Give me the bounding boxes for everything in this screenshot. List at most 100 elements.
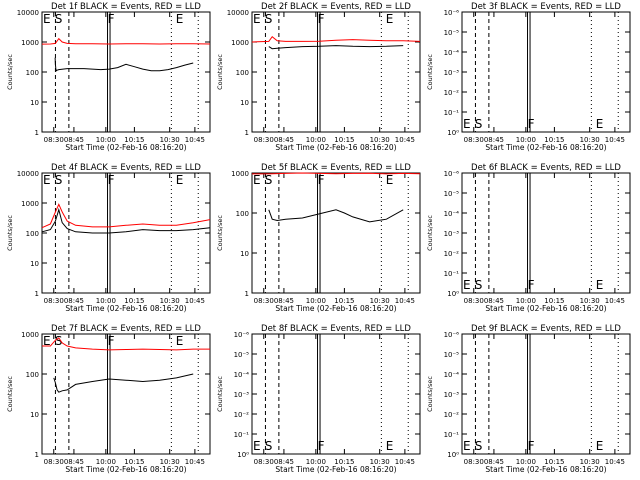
series-lld [251, 35, 421, 43]
series-events [54, 57, 194, 72]
phase-marker: E [253, 173, 261, 187]
y-tick-label: 10 [240, 250, 249, 258]
x-tick-label: 08:45 [64, 458, 84, 466]
plot-frame [41, 333, 211, 455]
y-tick-label: 10⁻⁴ [234, 371, 250, 379]
phase-marker: S [265, 439, 273, 453]
y-tick-label: 10 [30, 411, 39, 419]
series-lld [42, 337, 210, 351]
x-tick-label: 10:15 [334, 297, 354, 305]
phase-marker: E [596, 117, 604, 131]
phase-marker: E [386, 439, 394, 453]
y-tick-label: 10⁻⁶ [444, 9, 460, 17]
phase-marker: S [55, 334, 63, 348]
y-tick-label: 1 [245, 129, 249, 137]
y-tick-label: 10⁻⁴ [444, 210, 460, 218]
phase-marker: F [318, 439, 325, 453]
y-tick-label: 10⁻⁵ [444, 190, 460, 198]
x-tick-label: 10:45 [185, 458, 205, 466]
x-axis-label: Start Time (02-Feb-16 08:16:20) [65, 465, 186, 474]
x-tick-label: 08:45 [484, 458, 504, 466]
y-tick-label: 10000 [227, 9, 249, 17]
x-tick-label: 10:15 [544, 297, 564, 305]
chart-det-3: Det 3f BLACK = Events, RED = LLD 10⁰ 10⁻¹ 1… [426, 2, 631, 152]
x-tick-label: 08:30 [44, 458, 64, 466]
x-tick-label: 08:45 [64, 136, 84, 144]
y-tick-label: 10⁰ [447, 129, 459, 137]
x-tick-label: 08:45 [484, 297, 504, 305]
chart-det-2: Det 2f BLACK = Events, RED = LLD 1 10 100 10… [216, 2, 421, 152]
y-tick-label: 10⁻⁵ [444, 29, 460, 37]
chart-det-4: Det 4f BLACK = Events, RED = LLD 1 10 100 10… [6, 163, 211, 313]
y-axis-label: Counts/sec [426, 215, 434, 251]
y-tick-label: 10⁰ [237, 451, 249, 459]
y-tick-label: 1000 [21, 39, 39, 47]
chart-title: Det 9f BLACK = Events, RED = LLD [471, 324, 621, 334]
y-tick-label: 10⁻¹ [444, 270, 460, 278]
plot-frame [251, 172, 421, 294]
y-tick-label: 10⁻² [444, 411, 460, 419]
x-axis-label: Start Time (02-Feb-16 08:16:20) [485, 143, 606, 152]
y-tick-label: 10⁻⁵ [234, 351, 250, 359]
y-tick-label: 10⁻⁴ [444, 371, 460, 379]
chart-det-6: Det 6f BLACK = Events, RED = LLD 10⁰ 10⁻¹ 1… [426, 163, 631, 313]
y-tick-label: 10 [30, 260, 39, 268]
y-axis-label: Counts/sec [216, 54, 224, 90]
x-tick-label: 10:45 [395, 297, 415, 305]
x-tick-label: 10:00 [306, 136, 326, 144]
y-tick-label: 1 [35, 451, 39, 459]
x-tick-label: 08:45 [274, 458, 294, 466]
x-tick-label: 08:30 [254, 297, 274, 305]
chart-det-8: Det 8f BLACK = Events, RED = LLD 10⁰ 10⁻¹ 1… [216, 324, 421, 474]
x-tick-label: 10:15 [124, 297, 144, 305]
x-tick-label: 10:30 [580, 458, 600, 466]
phase-marker: E [463, 278, 471, 292]
x-tick-label: 10:15 [124, 458, 144, 466]
series-lld [41, 37, 211, 45]
chart-det-5: Det 5f BLACK = Events, RED = LLD 1 10 100 10… [216, 163, 421, 313]
y-tick-label: 10000 [17, 170, 39, 178]
x-tick-label: 10:45 [395, 458, 415, 466]
phase-marker: E [386, 173, 394, 187]
phase-marker: S [475, 117, 483, 131]
phase-marker: F [528, 278, 535, 292]
y-axis-label: Counts/sec [216, 215, 224, 251]
y-axis-label: Counts/sec [6, 215, 14, 251]
x-axis-label: Start Time (02-Feb-16 08:16:20) [485, 465, 606, 474]
x-tick-label: 08:30 [464, 136, 484, 144]
chart-title: Det 3f BLACK = Events, RED = LLD [471, 2, 621, 12]
series-events [53, 373, 194, 393]
plot-frame [41, 11, 211, 133]
x-tick-label: 10:00 [96, 297, 116, 305]
phase-marker: E [43, 173, 51, 187]
phase-marker: E [176, 173, 184, 187]
x-tick-label: 08:30 [44, 136, 64, 144]
x-tick-label: 10:30 [160, 136, 180, 144]
x-tick-label: 10:30 [370, 297, 390, 305]
phase-marker: S [265, 12, 273, 26]
x-tick-label: 10:15 [334, 136, 354, 144]
x-tick-label: 10:45 [185, 136, 205, 144]
chart-det-7: Det 7f BLACK = Events, RED = LLD 1 10 100 10… [6, 324, 211, 474]
x-tick-label: 08:45 [64, 297, 84, 305]
x-tick-label: 08:45 [274, 297, 294, 305]
phase-marker: E [253, 12, 261, 26]
x-tick-label: 10:00 [516, 136, 536, 144]
chart-title: Det 2f BLACK = Events, RED = LLD [261, 2, 411, 12]
y-tick-label: 1000 [231, 170, 249, 178]
y-axis-label: Counts/sec [426, 54, 434, 90]
phase-marker: S [55, 12, 63, 26]
x-tick-label: 10:30 [370, 136, 390, 144]
x-axis-label: Start Time (02-Feb-16 08:16:20) [65, 304, 186, 313]
y-tick-label: 1 [35, 290, 39, 298]
plot-frame [461, 11, 631, 133]
y-tick-label: 10⁻² [444, 250, 460, 258]
phase-marker: S [475, 439, 483, 453]
y-tick-label: 10⁻⁶ [444, 331, 460, 339]
x-tick-label: 10:30 [160, 297, 180, 305]
phase-marker: F [108, 334, 115, 348]
x-tick-label: 10:45 [395, 136, 415, 144]
x-tick-label: 10:00 [96, 458, 116, 466]
series-events [268, 209, 404, 223]
phase-marker: F [318, 173, 325, 187]
